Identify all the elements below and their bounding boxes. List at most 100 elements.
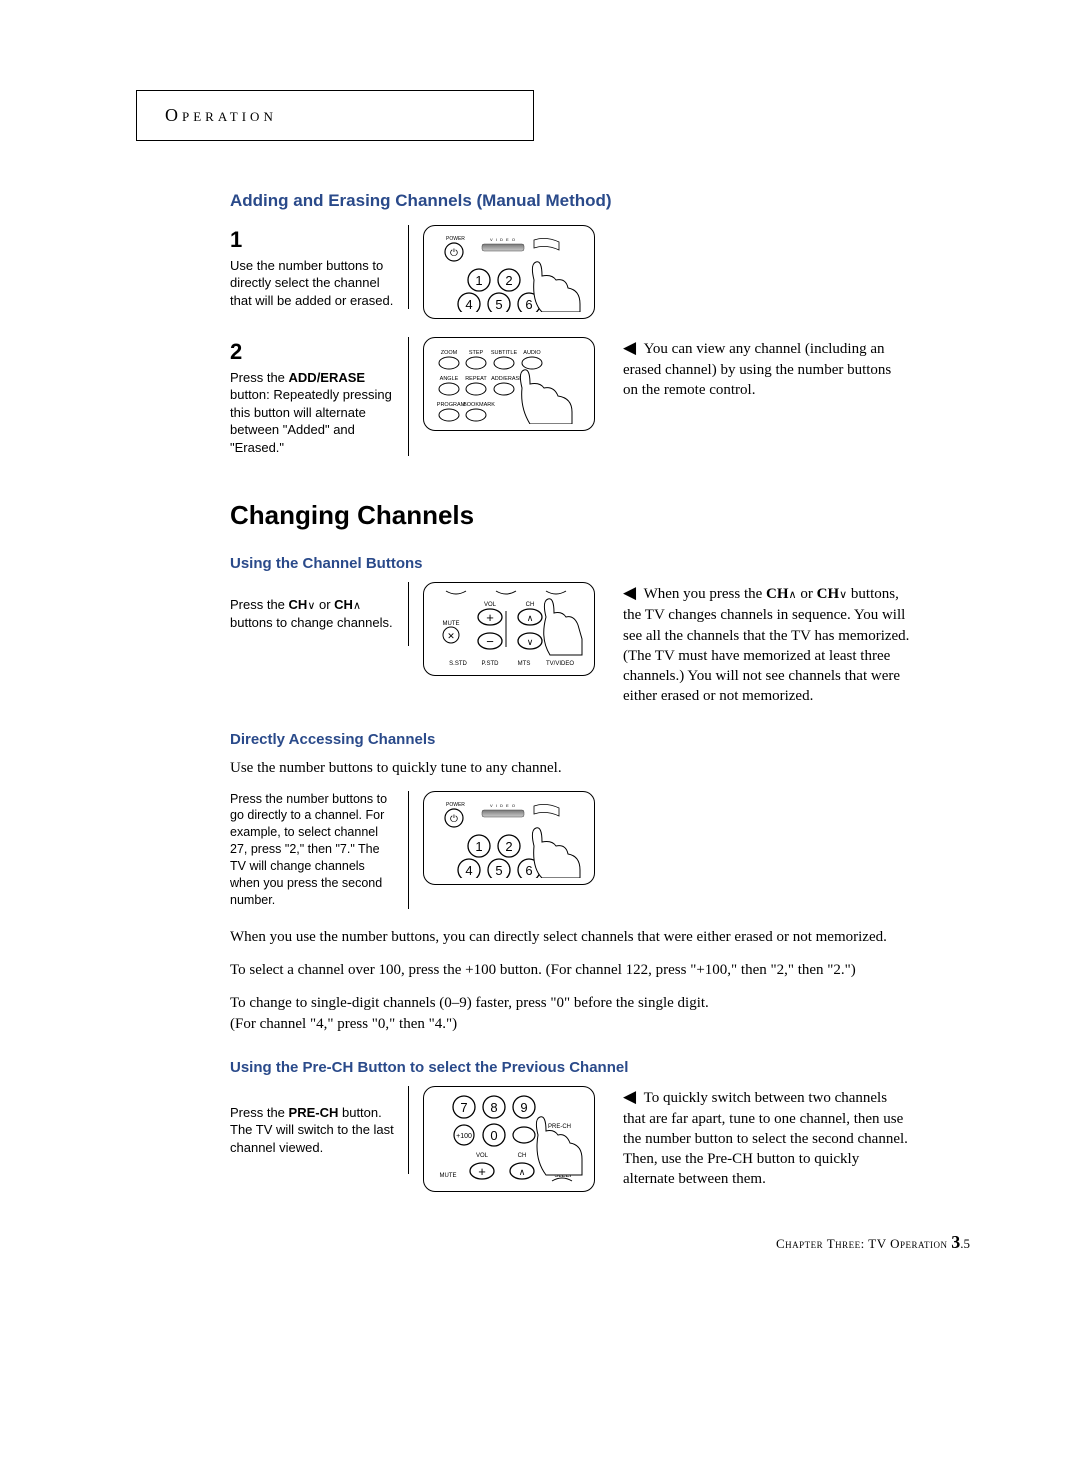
svg-text:∧: ∧ bbox=[527, 613, 534, 623]
prech-step-text: Press the PRE-CH button. The TV will swi… bbox=[230, 1086, 409, 1175]
step-1-number: 1 bbox=[230, 225, 398, 255]
svg-text:POWER: POWER bbox=[446, 802, 465, 808]
svg-text:4: 4 bbox=[465, 297, 472, 312]
down-chevron-icon-2: ∨ bbox=[839, 589, 847, 601]
using-channel-buttons-title: Using the Channel Buttons bbox=[230, 555, 970, 572]
ch-note-b: or bbox=[797, 586, 817, 602]
footer-chapter: Chapter Three: TV Operation bbox=[776, 1236, 951, 1251]
power-label-text: POWER bbox=[446, 236, 465, 242]
svg-text:+: + bbox=[478, 1164, 486, 1179]
step-1-body: Use the number buttons to directly selec… bbox=[230, 258, 393, 308]
direct-step-body: Press the number buttons to go directly … bbox=[230, 792, 387, 907]
prech-row: Press the PRE-CH button. The TV will swi… bbox=[230, 1086, 970, 1192]
svg-text:PRE-CH: PRE-CH bbox=[548, 1124, 571, 1130]
svg-text:ADD/ERASE: ADD/ERASE bbox=[491, 376, 523, 382]
ch-buttons-text: Press the CH∨ or CH∧ buttons to change c… bbox=[230, 582, 409, 645]
ch-note-a: When you press the bbox=[644, 586, 766, 602]
svg-text:+: + bbox=[486, 610, 494, 625]
svg-text:⏻: ⏻ bbox=[450, 248, 458, 259]
svg-text:P.STD: P.STD bbox=[482, 661, 500, 667]
remote-number-diagram-2: POWER ⏻ V I D E O 1 2 4 5 6 bbox=[423, 791, 595, 885]
arrow-icon: ◀ bbox=[623, 338, 636, 357]
ch-step-b: or bbox=[315, 597, 334, 612]
svg-text:V I D E O: V I D E O bbox=[490, 237, 516, 242]
ch-note-bold1: CH bbox=[766, 586, 789, 602]
svg-text:⏻: ⏻ bbox=[450, 814, 458, 825]
svg-text:TV/VIDEO: TV/VIDEO bbox=[546, 661, 574, 667]
remote-number-diagram-1: POWER ⏻ V I D E O 1 2 4 5 6 bbox=[423, 225, 595, 319]
svg-text:−: − bbox=[486, 634, 494, 649]
direct-step-text: Press the number buttons to go directly … bbox=[230, 791, 409, 909]
direct-p1: When you use the number buttons, you can… bbox=[230, 927, 970, 948]
svg-text:CH: CH bbox=[526, 602, 535, 608]
svg-text:BOOKMARK: BOOKMARK bbox=[463, 402, 495, 408]
svg-text:ANGLE: ANGLE bbox=[440, 376, 459, 382]
svg-text:CH: CH bbox=[518, 1153, 527, 1159]
ch-step-a: Press the bbox=[230, 597, 289, 612]
svg-text:1: 1 bbox=[475, 839, 482, 854]
svg-text:SUBTITLE: SUBTITLE bbox=[491, 350, 518, 356]
svg-text:PROGRAM: PROGRAM bbox=[437, 402, 466, 408]
svg-text:1: 1 bbox=[475, 273, 482, 288]
prech-title: Using the Pre-CH Button to select the Pr… bbox=[230, 1059, 970, 1076]
svg-text:∨: ∨ bbox=[527, 637, 534, 647]
directly-intro: Use the number buttons to quickly tune t… bbox=[230, 758, 970, 779]
remote-adderase-diagram: ZOOM STEP SUBTITLE AUDIO ANGLE REPEAT AD… bbox=[423, 337, 595, 431]
page-footer: Chapter Three: TV Operation 3.5 bbox=[230, 1232, 970, 1253]
prech-step-bold: PRE-CH bbox=[289, 1105, 339, 1120]
direct-row: Press the number buttons to go directly … bbox=[230, 791, 970, 909]
arrow-icon-3: ◀ bbox=[623, 1087, 636, 1106]
step-2-row: 2 Press the ADD/ERASE button: Repeatedly… bbox=[230, 337, 970, 456]
ch-step-bold1: CH bbox=[289, 597, 308, 612]
directly-accessing-title: Directly Accessing Channels bbox=[230, 731, 970, 748]
ch-note: ◀ When you press the CH∧ or CH∨ buttons,… bbox=[623, 582, 913, 706]
section-header-box: Operation bbox=[136, 90, 534, 141]
ch-note-c: buttons, the TV changes channels in sequ… bbox=[623, 586, 909, 704]
svg-text:7: 7 bbox=[460, 1100, 467, 1115]
up-chevron-icon: ∧ bbox=[353, 600, 361, 612]
step-2-body-a: Press the bbox=[230, 370, 289, 385]
svg-text:8: 8 bbox=[490, 1100, 497, 1115]
svg-text:VOL: VOL bbox=[476, 1153, 489, 1159]
svg-text:MTS: MTS bbox=[518, 661, 531, 667]
prech-note: ◀ To quickly switch between two channels… bbox=[623, 1086, 913, 1190]
svg-text:2: 2 bbox=[505, 839, 512, 854]
footer-page-big: 3 bbox=[951, 1232, 960, 1252]
step-2-note: ◀ You can view any channel (including an… bbox=[623, 337, 903, 400]
direct-p2: To select a channel over 100, press the … bbox=[230, 960, 970, 981]
step-2-text: 2 Press the ADD/ERASE button: Repeatedly… bbox=[230, 337, 409, 456]
svg-text:+100: +100 bbox=[456, 1133, 472, 1140]
step-2-bold: ADD/ERASE bbox=[289, 370, 366, 385]
step-2-body-b: button: Repeatedly pressing this button … bbox=[230, 387, 392, 455]
svg-text:6: 6 bbox=[525, 863, 532, 878]
direct-p3: To change to single-digit channels (0–9)… bbox=[230, 993, 710, 1035]
step-2-number: 2 bbox=[230, 337, 398, 367]
ch-note-bold2: CH bbox=[817, 586, 840, 602]
svg-text:REPEAT: REPEAT bbox=[465, 376, 487, 382]
svg-text:2: 2 bbox=[505, 273, 512, 288]
svg-text:VOL: VOL bbox=[484, 602, 497, 608]
svg-text:STEP: STEP bbox=[469, 350, 484, 356]
prech-note-text: To quickly switch between two channels t… bbox=[623, 1090, 908, 1188]
svg-text:0: 0 bbox=[490, 1128, 497, 1143]
svg-text:9: 9 bbox=[520, 1100, 527, 1115]
svg-text:MUTE: MUTE bbox=[443, 621, 460, 627]
svg-text:∧: ∧ bbox=[519, 1167, 526, 1177]
step-1-row: 1 Use the number buttons to directly sel… bbox=[230, 225, 970, 319]
step-1-text: 1 Use the number buttons to directly sel… bbox=[230, 225, 409, 309]
svg-text:S.STD: S.STD bbox=[449, 661, 467, 667]
ch-buttons-row: Press the CH∨ or CH∧ buttons to change c… bbox=[230, 582, 970, 706]
svg-text:5: 5 bbox=[495, 863, 502, 878]
svg-text:ZOOM: ZOOM bbox=[441, 350, 458, 356]
ch-step-bold2: CH bbox=[334, 597, 353, 612]
step-2-note-text: You can view any channel (including an e… bbox=[623, 341, 891, 398]
remote-ch-diagram: VOL CH MUTE ✕ + − ∧ ∨ S.STD P.STD MTS TV… bbox=[423, 582, 595, 676]
footer-page-small: .5 bbox=[960, 1236, 970, 1251]
adding-erasing-title: Adding and Erasing Channels (Manual Meth… bbox=[230, 191, 970, 211]
svg-text:✕: ✕ bbox=[447, 631, 455, 641]
svg-text:V I D E O: V I D E O bbox=[490, 803, 516, 808]
svg-text:MUTE: MUTE bbox=[440, 1173, 457, 1179]
remote-prech-diagram: 7 8 9 +100 0 PRE-CH VOL CH MUTE SLEEP + … bbox=[423, 1086, 595, 1192]
changing-channels-heading: Changing Channels bbox=[230, 500, 970, 531]
svg-text:4: 4 bbox=[465, 863, 472, 878]
